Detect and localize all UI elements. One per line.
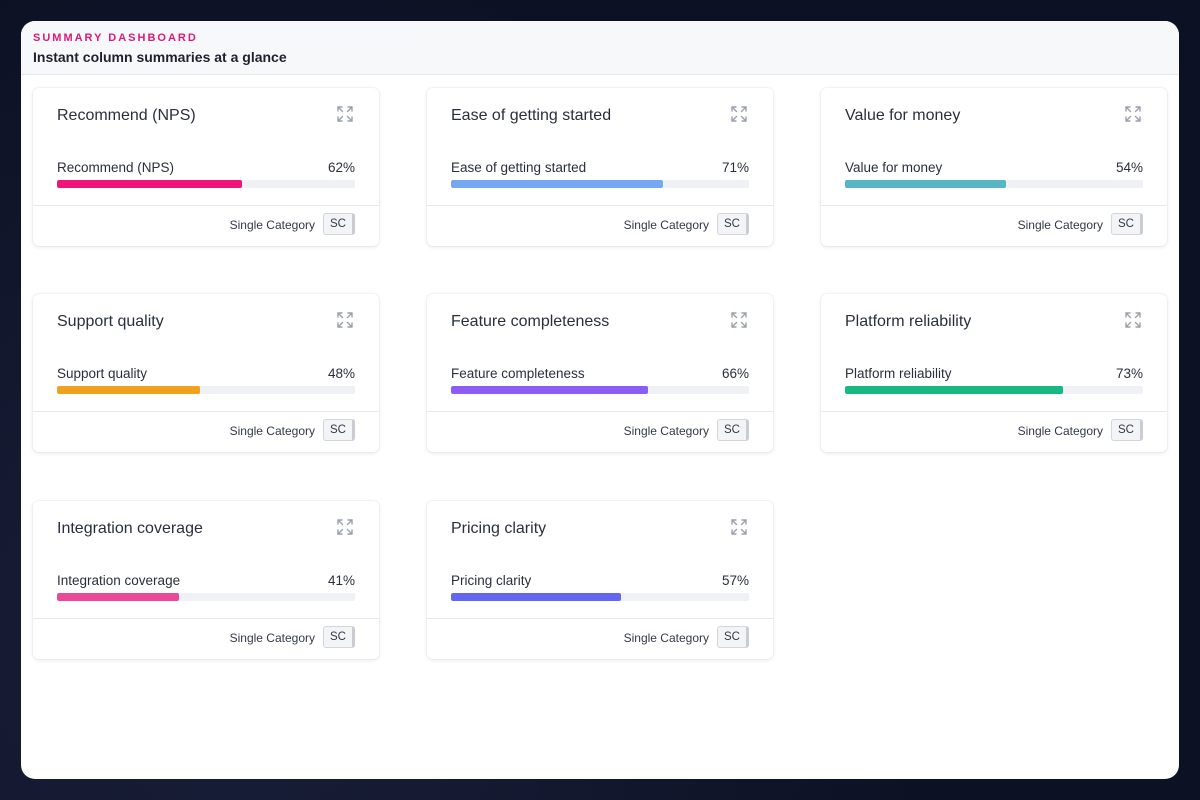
summary-card: Support quality Support quality 48% Sing… xyxy=(33,294,379,452)
column-type-badge[interactable]: SC xyxy=(717,213,749,235)
column-type-label: Single Category xyxy=(229,631,315,645)
summary-card: Ease of getting started Ease of getting … xyxy=(427,88,773,246)
progress-track xyxy=(845,386,1143,394)
column-type-badge[interactable]: SC xyxy=(1111,213,1143,235)
card-title: Feature completeness xyxy=(451,313,610,330)
card-title: Value for money xyxy=(845,107,961,124)
page-title: Instant column summaries at a glance xyxy=(33,49,287,65)
progress-fill xyxy=(845,386,1063,394)
progress-track xyxy=(845,180,1143,188)
card-divider xyxy=(427,411,773,412)
progress-track xyxy=(451,180,749,188)
card-divider xyxy=(427,618,773,619)
metric-percent: 48% xyxy=(327,366,355,381)
expand-icon[interactable] xyxy=(1124,105,1142,123)
card-title: Ease of getting started xyxy=(451,107,612,124)
expand-icon[interactable] xyxy=(730,518,748,536)
progress-track xyxy=(451,386,749,394)
progress-fill xyxy=(57,180,242,188)
column-type-label: Single Category xyxy=(623,424,709,438)
summary-card: Value for money Value for money 54% Sing… xyxy=(821,88,1167,246)
expand-icon[interactable] xyxy=(1124,311,1142,329)
column-type-label: Single Category xyxy=(229,424,315,438)
card-divider xyxy=(33,205,379,206)
card-divider xyxy=(427,205,773,206)
summary-card: Feature completeness Feature completenes… xyxy=(427,294,773,452)
expand-icon[interactable] xyxy=(336,311,354,329)
column-type-badge[interactable]: SC xyxy=(323,213,355,235)
metric-label: Platform reliability xyxy=(845,366,952,381)
card-divider xyxy=(821,205,1167,206)
progress-fill xyxy=(451,386,648,394)
metric-label: Feature completeness xyxy=(451,366,585,381)
expand-icon[interactable] xyxy=(730,311,748,329)
progress-fill xyxy=(451,593,621,601)
metric-label: Pricing clarity xyxy=(451,573,532,588)
progress-track xyxy=(57,180,355,188)
column-type-badge[interactable]: SC xyxy=(717,626,749,648)
metric-percent: 57% xyxy=(721,573,749,588)
card-title: Recommend (NPS) xyxy=(57,107,196,124)
summary-card: Recommend (NPS) Recommend (NPS) 62% Sing… xyxy=(33,88,379,246)
column-type-label: Single Category xyxy=(1017,424,1103,438)
card-divider xyxy=(33,618,379,619)
card-title: Platform reliability xyxy=(845,313,972,330)
card-title: Integration coverage xyxy=(57,520,203,537)
column-type-label: Single Category xyxy=(1017,218,1103,232)
progress-track xyxy=(451,593,749,601)
dashboard-window: SUMMARY DASHBOARD Instant column summari… xyxy=(21,21,1179,779)
column-type-badge[interactable]: SC xyxy=(1111,419,1143,441)
metric-percent: 71% xyxy=(721,160,749,175)
column-type-label: Single Category xyxy=(623,218,709,232)
metric-label: Ease of getting started xyxy=(451,160,587,175)
card-title: Pricing clarity xyxy=(451,520,547,537)
card-title: Support quality xyxy=(57,313,164,330)
progress-fill xyxy=(57,386,201,394)
expand-icon[interactable] xyxy=(336,518,354,536)
metric-percent: 54% xyxy=(1115,160,1143,175)
metric-percent: 62% xyxy=(327,160,355,175)
progress-fill xyxy=(451,180,663,188)
column-type-label: Single Category xyxy=(229,218,315,232)
metric-label: Support quality xyxy=(57,366,148,381)
progress-fill xyxy=(57,593,180,601)
metric-percent: 41% xyxy=(327,573,355,588)
dashboard-header: SUMMARY DASHBOARD Instant column summari… xyxy=(21,21,1179,75)
metric-label: Recommend (NPS) xyxy=(57,160,175,175)
metric-percent: 73% xyxy=(1115,366,1143,381)
card-divider xyxy=(821,411,1167,412)
summary-card: Integration coverage Integration coverag… xyxy=(33,501,379,659)
column-type-label: Single Category xyxy=(623,631,709,645)
card-divider xyxy=(33,411,379,412)
progress-track xyxy=(57,386,355,394)
summary-card: Platform reliability Platform reliabilit… xyxy=(821,294,1167,452)
expand-icon[interactable] xyxy=(336,105,354,123)
summary-card: Pricing clarity Pricing clarity 57% Sing… xyxy=(427,501,773,659)
metric-percent: 66% xyxy=(721,366,749,381)
metric-label: Value for money xyxy=(845,160,943,175)
progress-track xyxy=(57,593,355,601)
expand-icon[interactable] xyxy=(730,105,748,123)
column-type-badge[interactable]: SC xyxy=(323,626,355,648)
column-type-badge[interactable]: SC xyxy=(717,419,749,441)
progress-fill xyxy=(845,180,1006,188)
column-type-badge[interactable]: SC xyxy=(323,419,355,441)
metric-label: Integration coverage xyxy=(57,573,181,588)
eyebrow-label: SUMMARY DASHBOARD xyxy=(33,32,198,44)
